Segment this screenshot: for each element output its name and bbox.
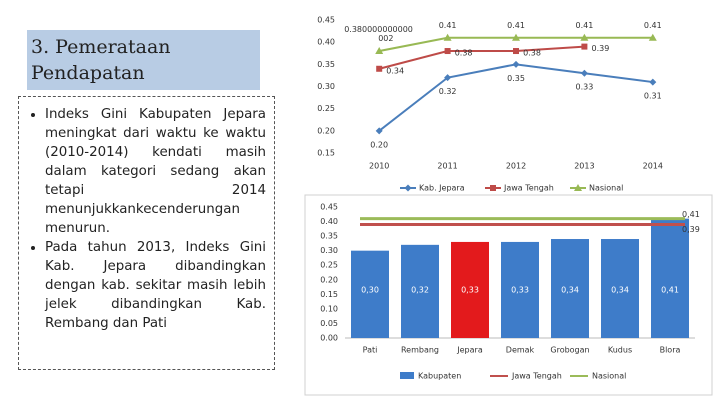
- bar: [651, 218, 689, 338]
- bullet-list: Indeks Gini Kabupaten Jepara meningkat d…: [27, 105, 266, 333]
- data-label: 0.32: [439, 87, 457, 96]
- x-tick-label: 2013: [574, 162, 594, 171]
- y-tick-label: 0.35: [317, 60, 335, 69]
- x-tick-label: 2010: [369, 162, 389, 171]
- legend-swatch: [400, 372, 414, 379]
- y-tick-label: 0.40: [317, 38, 335, 47]
- marker: [648, 33, 657, 41]
- y-tick-label: 0.30: [317, 82, 335, 91]
- marker: [376, 65, 383, 72]
- y-tick-label: 0.40: [320, 217, 338, 226]
- data-label: 0,33: [461, 286, 479, 295]
- marker: [513, 48, 519, 55]
- x-tick-label: Rembang: [401, 346, 439, 355]
- data-label: 0.38: [455, 49, 473, 58]
- line-end-label: 0,41: [682, 210, 700, 219]
- marker: [512, 60, 520, 68]
- marker: [580, 69, 588, 77]
- bar: [351, 250, 389, 338]
- bullet: Indeks Gini Kabupaten Jepara meningkat d…: [45, 105, 266, 238]
- data-label: 0.41: [507, 21, 525, 30]
- data-label: 0.31: [644, 92, 662, 101]
- marker: [375, 47, 384, 55]
- data-label: 0.33: [575, 83, 593, 92]
- x-tick-label: 2011: [437, 162, 457, 171]
- legend-label: Jawa Tengah: [503, 184, 554, 193]
- marker: [490, 185, 496, 191]
- y-tick-label: 0.25: [317, 104, 335, 113]
- bar: [501, 241, 539, 338]
- legend-label: Nasional: [589, 184, 623, 193]
- bar: [601, 239, 639, 338]
- bar: [401, 244, 439, 338]
- y-tick-label: 0.45: [317, 16, 335, 25]
- x-tick-label: Demak: [506, 346, 535, 355]
- marker: [512, 33, 520, 41]
- y-tick-label: 0.15: [320, 290, 338, 299]
- line-end-label: 0,39: [682, 225, 700, 234]
- bullet: Pada tahun 2013, Indeks Gini Kab. Jepara…: [45, 238, 266, 333]
- data-label: 0.38: [523, 49, 541, 58]
- y-tick-label: 0.30: [320, 246, 338, 255]
- x-tick-label: 2012: [506, 162, 526, 171]
- x-tick-label: 2014: [643, 162, 663, 171]
- marker: [574, 184, 582, 191]
- data-label: 0,41: [661, 286, 679, 295]
- data-label: 0,34: [611, 286, 629, 295]
- y-tick-label: 0.45: [320, 203, 338, 212]
- x-tick-label: Jepara: [456, 346, 483, 355]
- marker: [375, 127, 383, 135]
- y-tick-label: 0.05: [320, 319, 338, 328]
- data-label: 0,30: [361, 286, 379, 295]
- data-label: 0.34: [386, 66, 404, 75]
- x-tick-label: Grobogan: [550, 346, 589, 355]
- y-tick-label: 0.20: [320, 275, 338, 284]
- y-tick-label: 0.10: [320, 304, 338, 313]
- marker: [580, 33, 589, 41]
- data-label: 0.39: [591, 44, 609, 53]
- y-tick-label: 0.35: [320, 232, 338, 241]
- marker: [444, 48, 451, 55]
- slide-title: 3. Pemerataan Pendapatan: [27, 30, 260, 90]
- data-label: 0.41: [644, 21, 662, 30]
- data-label: 0.35: [507, 74, 525, 83]
- data-label: 0,32: [411, 286, 429, 295]
- marker: [443, 33, 452, 41]
- data-label: 0,33: [511, 286, 529, 295]
- y-tick-label: 0.00: [320, 334, 338, 343]
- y-tick-label: 0.20: [317, 126, 335, 135]
- data-label: 0.41: [575, 21, 593, 30]
- marker: [649, 78, 657, 86]
- legend-label: Jawa Tengah: [511, 372, 562, 381]
- x-tick-label: Blora: [660, 346, 681, 355]
- legend-label: Kabupaten: [418, 372, 461, 381]
- x-tick-label: Kudus: [608, 346, 632, 355]
- marker: [444, 74, 452, 82]
- data-label: 0.20: [370, 140, 388, 149]
- bar: [451, 241, 489, 338]
- marker: [581, 43, 588, 50]
- marker: [404, 184, 412, 192]
- legend-label: Nasional: [592, 372, 626, 381]
- data-label: 0,34: [561, 286, 579, 295]
- bar: [551, 239, 589, 338]
- legend-label: Kab. Jepara: [419, 184, 465, 193]
- x-tick-label: Pati: [363, 346, 378, 355]
- series-line: [378, 45, 585, 70]
- y-tick-label: 0.15: [317, 149, 335, 158]
- bullet-box: Indeks Gini Kabupaten Jepara meningkat d…: [18, 96, 275, 370]
- y-tick-label: 0.25: [320, 261, 338, 270]
- data-label: 0.41: [439, 21, 457, 30]
- data-label: 0.380000000000 002: [344, 25, 413, 43]
